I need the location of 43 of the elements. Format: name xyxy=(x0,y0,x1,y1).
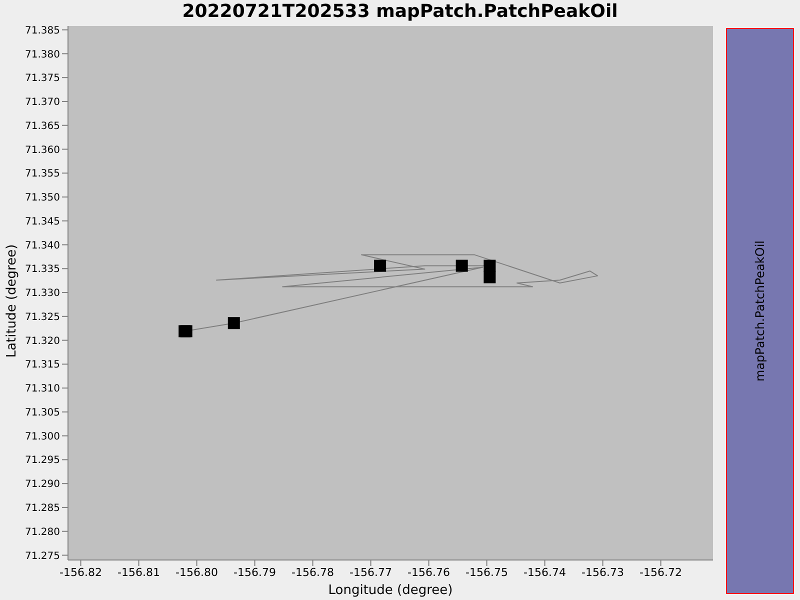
chart-title: 20220721T202533 mapPatch.PatchPeakOil xyxy=(181,1,619,22)
y-tick-label: 71.330 xyxy=(25,288,60,300)
y-tick-label: 71.350 xyxy=(25,192,60,204)
y-tick-label: 71.385 xyxy=(25,25,60,36)
y-tick-label: 71.275 xyxy=(25,550,60,562)
x-tick-label: -156.77 xyxy=(350,566,392,579)
y-tick-label: 71.280 xyxy=(25,526,60,538)
y-tick-label: 71.365 xyxy=(25,120,60,132)
point xyxy=(484,271,496,284)
color-bar-title: mapPatch.PatchPeakOil xyxy=(753,240,767,382)
x-tick-label: -156.72 xyxy=(640,566,682,579)
point xyxy=(456,260,468,272)
y-tick-label: 71.310 xyxy=(25,384,60,395)
y-tick-label: 71.295 xyxy=(25,455,60,466)
y-tick-label: 71.345 xyxy=(25,216,60,228)
x-tick-label: -156.73 xyxy=(582,566,624,579)
x-tick-label: -156.80 xyxy=(176,566,218,579)
y-tick-label: 71.375 xyxy=(25,73,60,84)
x-axis-title: Longitude (degree) xyxy=(328,583,453,598)
y-tick-label: 71.300 xyxy=(25,431,60,442)
point xyxy=(374,260,386,272)
x-tick-label: -156.75 xyxy=(466,566,508,579)
y-tick-label: 71.355 xyxy=(25,168,60,180)
y-tick-label: 71.340 xyxy=(25,240,60,252)
x-tick-label: -156.81 xyxy=(118,566,160,579)
y-tick-label: 71.320 xyxy=(25,336,60,347)
point xyxy=(228,317,240,330)
x-tick-label: -156.82 xyxy=(60,566,102,579)
x-tick-label: -156.76 xyxy=(408,566,450,579)
point xyxy=(484,260,496,272)
y-tick-label: 71.285 xyxy=(25,503,60,514)
y-tick-label: 71.380 xyxy=(25,49,60,60)
y-tick-label: 71.360 xyxy=(25,144,60,156)
y-tick-label: 71.335 xyxy=(25,264,60,276)
y-tick-label: 71.325 xyxy=(25,312,60,323)
y-tick-label: 71.315 xyxy=(25,360,60,371)
y-tick-label: 71.290 xyxy=(25,479,60,490)
y-axis-title: Latitude (degree) xyxy=(4,244,20,358)
x-tick-label: -156.74 xyxy=(524,566,566,579)
x-tick-label: -156.79 xyxy=(234,566,276,579)
y-tick-label: 71.370 xyxy=(25,97,60,108)
x-tick-label: -156.78 xyxy=(292,566,334,579)
y-tick-label: 71.305 xyxy=(25,407,60,418)
